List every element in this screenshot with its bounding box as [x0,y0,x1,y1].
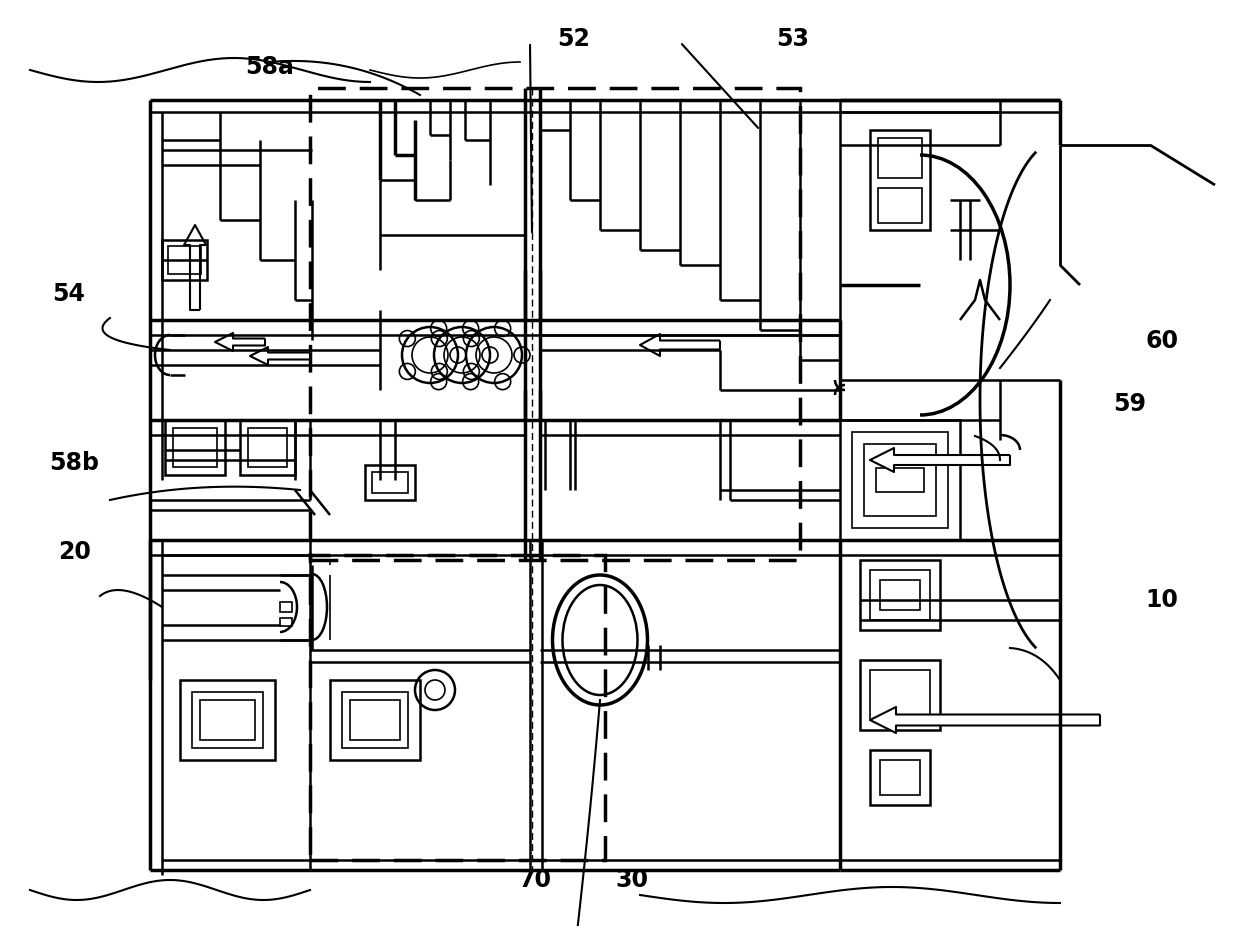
Polygon shape [870,448,1010,472]
Polygon shape [216,333,265,351]
Bar [870,130,930,230]
Bar [870,570,930,620]
Text: 20: 20 [58,540,90,564]
Text: 60: 60 [1146,329,1178,353]
Bar [349,700,400,740]
Polygon shape [250,347,310,365]
Bar [180,680,275,760]
Bar [880,580,921,610]
Bar [169,246,201,274]
Bar [248,428,287,467]
Bar [864,444,935,516]
Text: 70: 70 [519,868,551,892]
Bar [310,555,605,860]
Bar [840,420,960,540]
Bar [366,465,415,500]
Polygon shape [641,334,720,356]
Bar [173,428,217,467]
Polygon shape [870,707,1100,733]
Text: 54: 54 [52,282,84,307]
Bar [330,680,420,760]
Bar [878,138,922,178]
Bar [342,692,408,748]
Bar [199,700,255,740]
Bar [280,618,292,626]
Bar [870,750,930,805]
Polygon shape [185,225,206,310]
Text: 30: 30 [616,868,648,892]
Bar [240,420,295,475]
Bar [310,88,800,560]
Bar [165,420,225,475]
Bar [192,692,263,748]
Text: 52: 52 [558,27,590,51]
Text: 53: 53 [777,27,809,51]
Bar [870,670,930,720]
Bar [280,602,292,612]
Bar [852,432,948,528]
Bar [162,240,207,280]
Text: 59: 59 [1114,392,1146,416]
Bar [876,468,924,492]
Bar [860,560,940,630]
Bar [372,472,408,493]
Bar [878,188,922,223]
Text: 58b: 58b [50,451,99,475]
Bar [880,760,921,795]
Text: 58a: 58a [245,55,295,79]
Bar [860,660,940,730]
Text: 10: 10 [1146,588,1178,612]
